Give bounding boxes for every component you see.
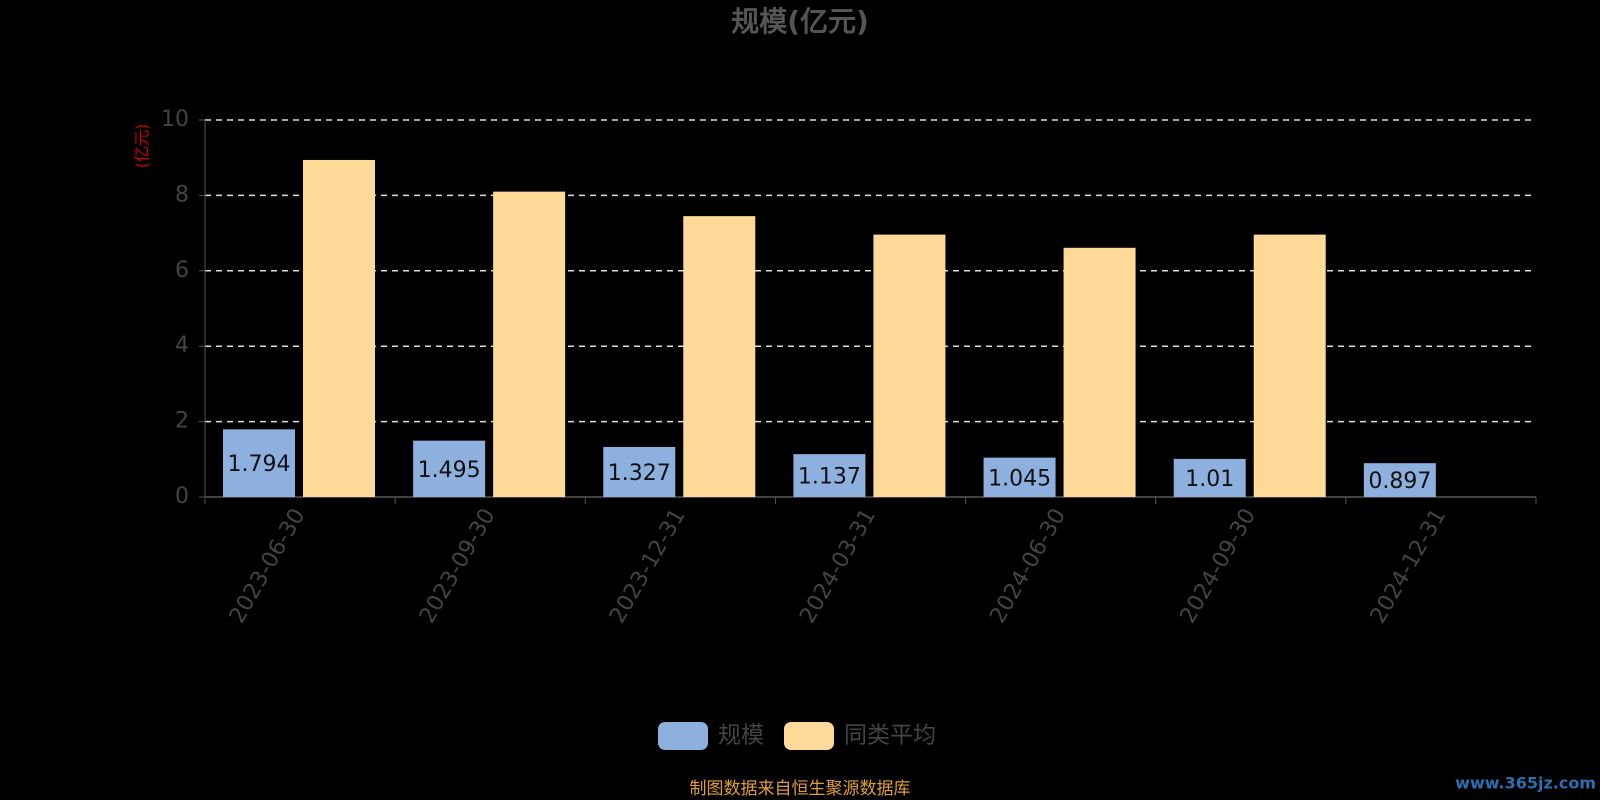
legend-label: 规模 — [718, 723, 764, 749]
legend-label: 同类平均 — [844, 723, 936, 749]
bar — [1363, 463, 1436, 497]
x-tick-label: 2024-03-31 — [795, 505, 881, 628]
y-tick-label: 6 — [175, 258, 189, 283]
y-tick-label: 4 — [175, 333, 189, 358]
data-label: 1.01 — [1185, 467, 1234, 492]
bar — [493, 191, 566, 497]
legend-swatch — [784, 722, 834, 750]
x-tick-label: 2024-06-30 — [985, 505, 1071, 628]
x-tick-label: 2023-06-30 — [225, 505, 311, 628]
x-tick-label: 2023-12-31 — [605, 505, 691, 628]
bar — [303, 159, 375, 497]
data-label: 1.045 — [988, 466, 1051, 491]
x-tick-label: 2024-12-31 — [1366, 505, 1452, 628]
bar — [603, 446, 676, 497]
data-label: 1.794 — [228, 452, 291, 477]
y-tick-label: 2 — [175, 409, 189, 434]
bar — [793, 454, 866, 497]
source-note: 制图数据来自恒生聚源数据库 — [690, 779, 911, 799]
bar — [1253, 234, 1326, 497]
bar — [1063, 247, 1136, 497]
bar — [683, 216, 756, 497]
watermark: www.365jz.com — [1455, 774, 1596, 793]
data-label: 1.327 — [608, 461, 671, 486]
bar — [983, 457, 1056, 497]
y-tick-label: 8 — [175, 182, 189, 207]
bar — [1173, 458, 1246, 497]
legend-swatch — [658, 722, 708, 750]
chart-title: 规模(亿元) — [731, 5, 869, 38]
bar — [413, 440, 486, 497]
y-tick-label: 10 — [161, 107, 189, 132]
y-axis-label: (亿元) — [133, 124, 152, 169]
bar — [873, 234, 946, 497]
data-label: 1.495 — [418, 458, 481, 483]
y-tick-label: 0 — [175, 484, 189, 509]
data-label: 1.137 — [798, 465, 861, 490]
bar — [223, 429, 295, 497]
x-tick-label: 2024-09-30 — [1176, 505, 1262, 628]
x-tick-label: 2023-09-30 — [415, 505, 501, 628]
data-label: 0.897 — [1368, 469, 1431, 494]
